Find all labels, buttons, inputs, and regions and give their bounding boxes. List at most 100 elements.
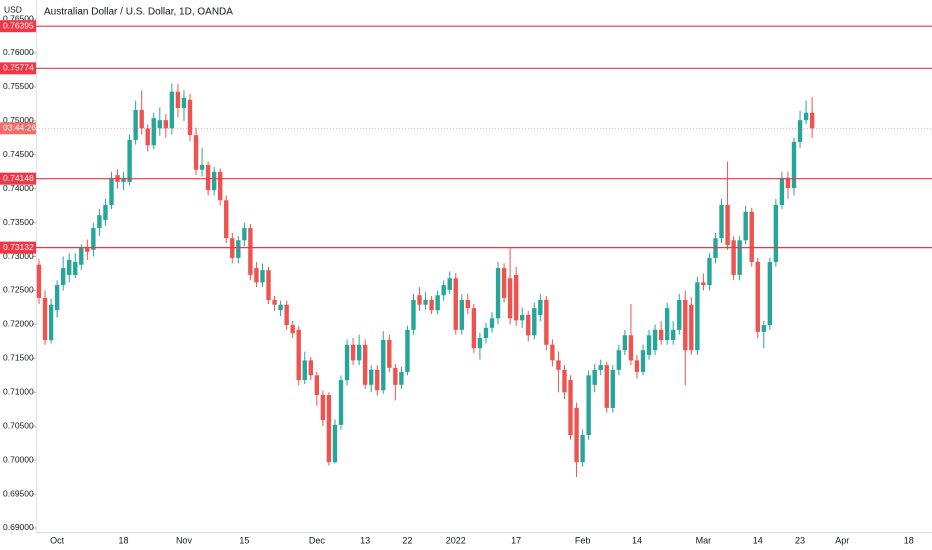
candle-body	[302, 360, 307, 381]
candle-body	[743, 211, 748, 241]
candle-body	[181, 97, 187, 108]
candle-body	[236, 240, 241, 258]
candle-body	[405, 329, 410, 372]
candle-body	[151, 118, 156, 146]
candle-body	[520, 314, 525, 321]
candle-body	[381, 340, 386, 391]
candle-body	[133, 109, 138, 140]
candle-body	[677, 299, 682, 330]
x-tick-label: Oct	[50, 535, 65, 545]
candle-body	[701, 282, 706, 286]
candle-body	[658, 329, 664, 341]
candle-body	[97, 215, 102, 229]
candle-body	[785, 177, 791, 189]
y-tick-label: 0.72500	[3, 285, 34, 295]
candle-body	[725, 204, 730, 246]
x-tick-label: 15	[239, 535, 249, 545]
candle-body	[791, 141, 797, 189]
countdown: 03:44:26	[3, 123, 36, 133]
candle-body	[664, 308, 670, 341]
level-label-box	[0, 62, 36, 75]
level-label-box	[0, 241, 36, 254]
candle-body	[689, 304, 694, 351]
candle-body	[60, 268, 66, 286]
candle-body	[362, 344, 368, 385]
candle-body	[157, 120, 162, 129]
candle-body	[773, 204, 779, 262]
candle-body	[628, 335, 634, 361]
candle-body	[538, 299, 543, 315]
level-label-box	[0, 172, 36, 185]
candle-body	[429, 299, 434, 311]
y-tick-label: 0.73000	[3, 251, 34, 261]
candle-body	[350, 344, 356, 361]
y-tick-label: 0.74500	[3, 149, 34, 159]
candle-body	[598, 365, 603, 370]
y-tick-label: 0.69500	[3, 488, 34, 498]
candle-body	[67, 259, 72, 275]
y-tick-label: 0.75500	[3, 81, 34, 91]
countdown-box	[0, 122, 36, 135]
candle-body	[296, 329, 301, 381]
candle-body	[169, 91, 175, 129]
y-tick-label: 0.76500	[3, 13, 34, 23]
candle-body	[332, 424, 338, 463]
x-tick-label: 17	[511, 535, 521, 545]
candle-body	[447, 278, 452, 290]
candle-body	[42, 297, 48, 341]
candle-body	[580, 435, 585, 463]
candle-body	[459, 299, 464, 330]
y-tick-label: 0.73500	[3, 217, 34, 227]
candle-body	[266, 270, 271, 300]
candle-body	[652, 329, 658, 351]
candle-body	[248, 228, 253, 275]
candle-body	[411, 299, 416, 330]
candle-body	[640, 350, 646, 372]
candle-body	[809, 112, 815, 129]
candle-body	[139, 109, 144, 129]
candle-body	[163, 120, 169, 129]
candle-body	[495, 268, 501, 319]
candle-body	[441, 285, 446, 296]
level-label: 0.76395	[3, 20, 34, 30]
candle-body	[532, 308, 537, 336]
x-tick-label: Nov	[176, 535, 193, 545]
level-label: 0.75774	[3, 63, 34, 73]
candle-body	[526, 314, 531, 336]
candle-body	[326, 394, 332, 463]
candle-body	[356, 344, 362, 361]
candle-body	[369, 369, 374, 385]
x-tick-label: 14	[632, 535, 642, 545]
candle-body	[556, 360, 561, 370]
level-label: 0.73132	[3, 242, 34, 252]
candle-body	[622, 335, 628, 351]
candle-body	[767, 261, 773, 326]
y-tick-label: 0.75000	[3, 115, 34, 125]
candle-body	[199, 164, 205, 170]
y-tick-label: 0.76000	[3, 47, 34, 57]
candle-body	[513, 274, 519, 321]
candle-body	[616, 350, 622, 370]
candle-body	[610, 369, 615, 408]
x-tick-label: 18	[119, 535, 129, 545]
candle-body	[73, 261, 78, 275]
candle-body	[109, 177, 114, 205]
candle-body	[737, 240, 742, 275]
candle-body	[761, 325, 766, 332]
level-label-box	[0, 20, 36, 33]
candle-body	[375, 369, 380, 391]
candle-body	[471, 308, 477, 349]
x-tick-label: Apr	[835, 535, 849, 545]
candle-body	[719, 204, 724, 239]
candle-body	[550, 344, 555, 361]
candle-body	[36, 264, 42, 298]
candle-body	[731, 240, 736, 275]
y-tick-label: 0.72000	[3, 319, 34, 329]
x-tick-label: Mar	[696, 535, 712, 545]
candle-body	[121, 177, 126, 182]
candle-body	[586, 375, 591, 436]
candle-body	[85, 247, 90, 252]
candle-body	[592, 369, 597, 385]
candle-body	[314, 375, 320, 395]
